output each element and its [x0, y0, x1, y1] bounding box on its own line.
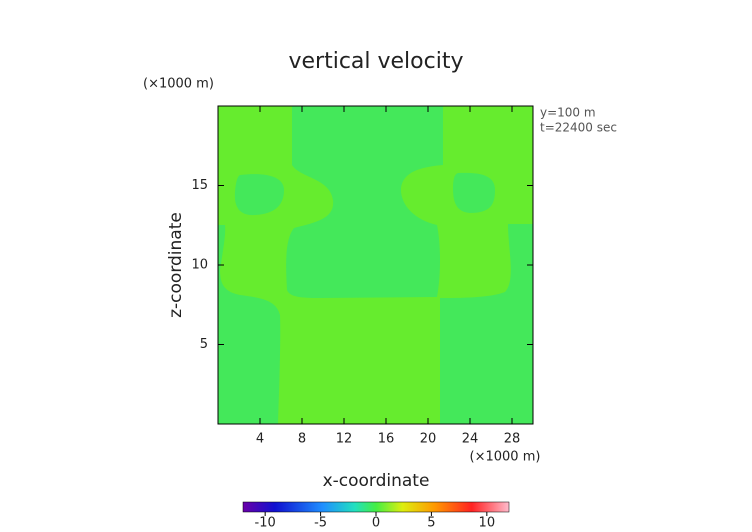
- x-tick-label: 4: [256, 432, 264, 447]
- contour-fill: [218, 106, 533, 424]
- y-tick-label: 10: [191, 258, 208, 273]
- y-unit: (×1000 m): [143, 77, 214, 92]
- x-axis-label: x-coordinate: [323, 471, 430, 491]
- annotation: t=22400 sec: [540, 121, 617, 135]
- colorbar: [242, 501, 510, 513]
- annotation: y=100 m: [540, 106, 596, 120]
- colorbar-tick-label: 10: [479, 516, 496, 531]
- x-unit: (×1000 m): [470, 450, 541, 465]
- x-tick-label: 12: [336, 432, 353, 447]
- colorbar-tick-label: 0: [372, 516, 380, 531]
- region: [453, 172, 495, 213]
- x-tick-label: 24: [462, 432, 479, 447]
- y-tick-label: 5: [200, 337, 208, 352]
- x-tick-label: 16: [378, 432, 395, 447]
- colorbar-tick-label: 5: [427, 516, 435, 531]
- region: [234, 174, 284, 216]
- x-tick-label: 8: [298, 432, 306, 447]
- colorbar-tick-label: -5: [314, 516, 327, 531]
- chart-title: vertical velocity: [288, 49, 463, 74]
- x-tick-label: 20: [420, 432, 437, 447]
- x-tick-label: 28: [504, 432, 521, 447]
- y-axis-label: z-coordinate: [166, 212, 186, 318]
- colorbar-tick-label: -10: [255, 516, 276, 531]
- y-tick-label: 15: [191, 178, 208, 193]
